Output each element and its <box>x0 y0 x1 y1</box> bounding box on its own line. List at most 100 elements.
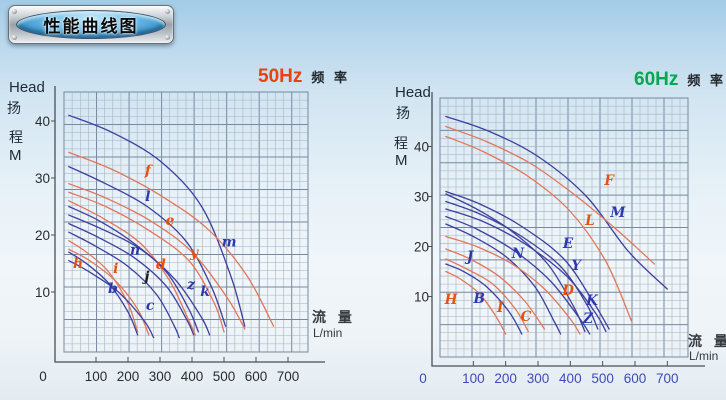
x-tick-label: 500 <box>213 369 236 384</box>
curve-label-e: e <box>165 213 174 229</box>
x-tick-label: 700 <box>656 371 679 386</box>
curve-H <box>445 270 507 335</box>
curve-label-b: b <box>108 281 118 297</box>
curve-label-k: k <box>200 284 210 300</box>
y-tick-label: 40 <box>35 114 50 129</box>
curve-M <box>445 115 668 290</box>
curve-label-z: z <box>186 277 196 293</box>
x-tick-label: 600 <box>624 371 647 386</box>
x-tick-label: 300 <box>527 371 550 386</box>
x-axis-unit: L/min <box>689 349 719 363</box>
curve-label-I: I <box>496 300 504 316</box>
screw-icon <box>12 35 17 40</box>
curve-c <box>68 260 155 339</box>
x-axis-title-cn: 流 量 <box>688 333 726 349</box>
curve-k <box>68 214 211 336</box>
chart-title-60hz: 60Hz 频 率 <box>634 69 726 91</box>
curve-label-f: f <box>144 163 154 179</box>
curve-label-j: j <box>141 269 149 285</box>
curve-E <box>445 190 610 330</box>
frequency-value: 60Hz <box>634 69 679 90</box>
y-tick-label: 10 <box>35 285 50 300</box>
curve-label-N: N <box>511 246 525 262</box>
x-axis-unit: L/min <box>313 326 343 340</box>
grid-border <box>63 91 309 353</box>
curve-Z <box>445 215 591 335</box>
axis-lines <box>54 86 325 363</box>
frequency-value: 50Hz <box>258 66 303 87</box>
grid-border <box>439 97 689 358</box>
x-tick-label: 600 <box>245 369 268 384</box>
curve-e <box>68 183 246 330</box>
y-tick-label: 20 <box>35 228 50 243</box>
curve-label-F: F <box>603 173 615 189</box>
curve-L <box>445 135 633 323</box>
y-tick-label: 20 <box>414 240 429 255</box>
curve-b <box>68 251 139 336</box>
curve-B <box>445 263 523 335</box>
curve-l <box>68 165 227 327</box>
curve-label-y: y <box>189 245 199 261</box>
x-tick-label: 0 <box>39 369 47 384</box>
curve-I <box>445 258 529 333</box>
screw-icon <box>165 35 170 40</box>
curve-K <box>445 208 607 333</box>
curve-h <box>68 240 139 333</box>
page-title: 性能曲线图 <box>43 17 139 36</box>
title-badge: 性能曲线图 <box>8 5 174 44</box>
curve-D <box>445 235 581 335</box>
curve-N <box>445 193 586 333</box>
curve-m <box>68 114 246 327</box>
x-tick-label: 700 <box>277 369 300 384</box>
x-tick-label: 500 <box>591 371 614 386</box>
y-axis-title-cn1: 扬 <box>7 100 21 116</box>
curve-label-D: D <box>561 283 574 299</box>
curve-label-l: l <box>145 189 150 205</box>
x-tick-label: 200 <box>117 369 140 384</box>
curve-label-i: i <box>113 261 118 277</box>
x-tick-label: 200 <box>494 371 517 386</box>
y-axis-title-cn2: 程 <box>394 135 408 151</box>
curve-C <box>445 248 546 330</box>
curve-label-n: n <box>130 242 140 258</box>
y-axis-title-en: Head <box>395 84 431 101</box>
frequency-label: 频 率 <box>311 70 350 85</box>
curve-label-m: m <box>222 234 237 250</box>
x-axis-title-cn: 流 量 <box>312 309 356 325</box>
screw-icon <box>12 9 17 14</box>
x-tick-label: 100 <box>85 369 108 384</box>
y-tick-label: 10 <box>414 290 429 305</box>
curve-label-K: K <box>585 293 599 309</box>
x-tick-label: 0 <box>419 371 427 386</box>
x-tick-label: 400 <box>559 371 582 386</box>
curve-label-h: h <box>73 256 83 272</box>
x-tick-label: 100 <box>462 371 485 386</box>
curve-F <box>445 125 656 265</box>
curve-label-Z: Z <box>582 311 594 327</box>
x-tick-label: 300 <box>149 369 172 384</box>
y-axis-title-cn2: 程 <box>9 129 23 145</box>
curve-label-J: J <box>464 249 475 265</box>
curve-label-E: E <box>562 236 574 252</box>
y-tick-label: 40 <box>414 140 429 155</box>
curve-label-C: C <box>521 309 532 325</box>
x-tick-label: 400 <box>181 369 204 384</box>
y-axis-title-cn1: 扬 <box>396 105 410 121</box>
curve-Y <box>445 200 599 330</box>
curve-label-M: M <box>609 205 626 221</box>
curve-y <box>68 191 225 333</box>
screw-icon <box>165 9 170 14</box>
badge-oval: 性能曲线图 <box>16 10 166 39</box>
y-axis-title-en: Head <box>9 79 45 96</box>
curve-label-L: L <box>584 213 595 229</box>
frequency-label: 频 率 <box>687 73 726 88</box>
y-axis-unit: M <box>395 152 408 169</box>
y-axis-unit: M <box>9 147 22 164</box>
curve-label-d: d <box>156 257 166 273</box>
curve-label-H: H <box>444 292 459 308</box>
y-tick-label: 30 <box>414 190 429 205</box>
curve-z <box>68 222 195 336</box>
curve-label-Y: Y <box>571 258 582 274</box>
chart-title-50hz: 50Hz 频 率 <box>258 66 350 88</box>
